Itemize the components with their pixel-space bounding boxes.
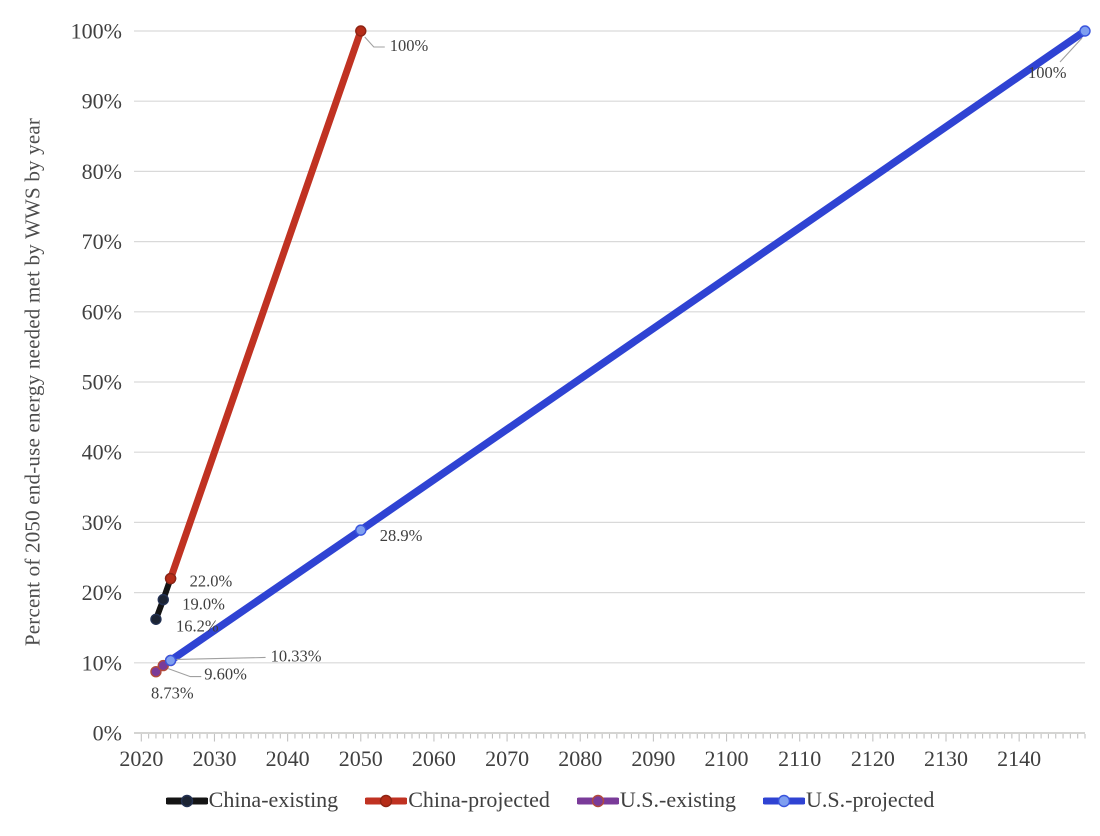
x-tick-label: 2060	[412, 746, 456, 771]
y-tick-label: 30%	[82, 510, 122, 535]
x-tick-label: 2080	[558, 746, 602, 771]
leader-line	[168, 668, 202, 678]
y-tick-label: 0%	[93, 721, 122, 746]
data-point-China-existing	[150, 613, 162, 625]
x-tick-label: 2050	[339, 746, 383, 771]
legend-label: China-existing	[208, 787, 339, 812]
y-tick-label: 40%	[82, 440, 122, 465]
data-label: 100%	[390, 36, 429, 55]
data-point-China-projected	[355, 25, 367, 37]
y-tick-label: 20%	[82, 580, 122, 605]
x-tick-label: 2090	[631, 746, 675, 771]
gridlines: 0% 10% 20% 30% 40% 50% 60% 70% 80% 90% 100%	[71, 19, 1085, 746]
legend-label: U.S.-existing	[619, 787, 737, 812]
x-tick-label: 2100	[705, 746, 749, 771]
y-tick-label: 50%	[82, 370, 122, 395]
chart-legend: China-existing China-projected U.S.-existi…	[0, 787, 1100, 813]
legend-marker-icon	[165, 794, 208, 808]
legend-item-U.S.-existing: U.S.-existing	[576, 787, 737, 813]
legend-label: China-projected	[408, 787, 550, 812]
series-line-U.S.-projected	[166, 27, 1089, 665]
data-point-U.S.-projected	[355, 524, 367, 536]
data-label: 22.0%	[190, 572, 233, 591]
data-label: 28.9%	[380, 526, 423, 545]
data-label: 9.60%	[204, 665, 247, 684]
legend-label: U.S.-projected	[806, 787, 935, 812]
legend-item-China-existing: China-existing	[165, 787, 339, 813]
data-label: 10.33%	[271, 646, 322, 665]
data-point-China-projected	[164, 572, 177, 585]
x-tick-label: 2040	[266, 746, 310, 771]
data-labels: 100% 100% 28.9% 22.0% 19.0% 16.2% 10.33% 9.60% 8…	[151, 36, 1083, 703]
leader-line	[1059, 37, 1083, 63]
legend-marker-icon	[576, 794, 619, 808]
x-axis-ticks	[140, 734, 1086, 742]
data-label: 16.2%	[176, 616, 219, 635]
x-tick-label: 2020	[119, 746, 163, 771]
y-tick-label: 100%	[71, 19, 122, 44]
leader-line	[176, 656, 266, 661]
y-tick-label: 90%	[82, 89, 122, 114]
x-tick-label: 2140	[997, 746, 1041, 771]
data-label: 100%	[1028, 63, 1067, 82]
y-tick-label: 60%	[82, 299, 122, 324]
legend-marker-icon	[763, 794, 806, 808]
x-tick-label: 2030	[192, 746, 236, 771]
x-tick-label: 2110	[778, 746, 821, 771]
data-label: 19.0%	[182, 595, 225, 614]
data-point-U.S.-existing	[150, 666, 162, 678]
leader-line	[364, 36, 385, 48]
x-tick-label: 2130	[924, 746, 968, 771]
data-label: 8.73%	[151, 684, 194, 703]
x-tick-label: 2120	[851, 746, 895, 771]
series-line-China-projected	[167, 27, 365, 583]
data-point-China-existing	[157, 593, 169, 606]
y-axis-title: Percent of 2050 end-use energy needed me…	[20, 117, 45, 647]
data-point-U.S.-projected	[164, 654, 177, 667]
legend-marker-icon	[365, 794, 408, 808]
y-tick-label: 70%	[82, 229, 122, 254]
y-tick-label: 10%	[82, 650, 122, 675]
legend-item-U.S.-projected: U.S.-projected	[763, 787, 934, 813]
y-tick-label: 80%	[82, 159, 122, 184]
data-point-U.S.-projected	[1079, 25, 1091, 37]
legend-item-China-projected: China-projected	[365, 787, 550, 813]
x-tick-label: 2070	[485, 746, 529, 771]
